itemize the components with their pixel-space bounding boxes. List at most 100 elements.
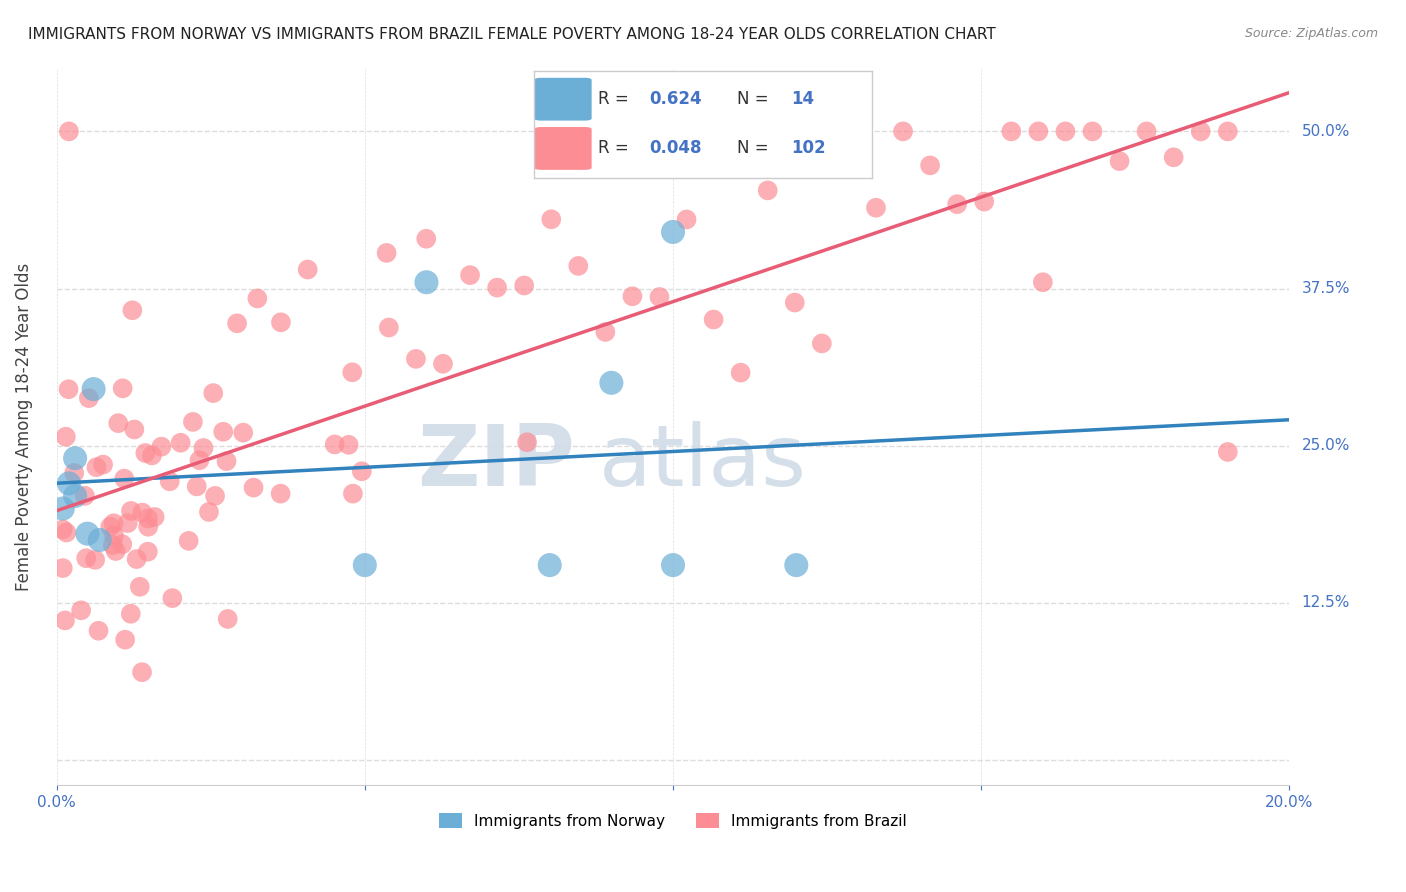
Point — [353, 558, 375, 573]
Point — [458, 268, 481, 282]
Text: 102: 102 — [790, 139, 825, 157]
Point — [202, 386, 225, 401]
Point — [58, 476, 80, 491]
Point — [337, 438, 360, 452]
Point — [432, 357, 454, 371]
Point — [120, 607, 142, 621]
Text: IMMIGRANTS FROM NORWAY VS IMMIGRANTS FROM BRAZIL FEMALE POVERTY AMONG 18-24 YEAR: IMMIGRANTS FROM NORWAY VS IMMIGRANTS FRO… — [28, 27, 995, 42]
Point — [730, 366, 752, 380]
FancyBboxPatch shape — [534, 78, 592, 120]
Point — [212, 425, 235, 439]
Point — [136, 511, 159, 525]
Point — [125, 552, 148, 566]
Point — [1054, 124, 1077, 138]
Text: Source: ZipAtlas.com: Source: ZipAtlas.com — [1244, 27, 1378, 40]
Point — [838, 124, 860, 138]
Point — [58, 382, 80, 396]
Point — [181, 415, 204, 429]
Point — [193, 441, 215, 455]
Point — [55, 430, 77, 444]
Point — [120, 504, 142, 518]
Point — [342, 365, 364, 379]
Point — [77, 391, 100, 405]
Point — [114, 632, 136, 647]
Point — [405, 351, 427, 366]
Point — [270, 486, 292, 500]
FancyBboxPatch shape — [534, 127, 592, 169]
Point — [1108, 154, 1130, 169]
Text: N =: N = — [737, 139, 773, 157]
Point — [540, 212, 562, 227]
Point — [1032, 275, 1054, 289]
Point — [141, 449, 163, 463]
Point — [538, 558, 561, 573]
Point — [648, 290, 671, 304]
Point — [675, 212, 697, 227]
Point — [486, 280, 509, 294]
Point — [112, 472, 135, 486]
Point — [662, 558, 685, 573]
Point — [188, 453, 211, 467]
Text: atlas: atlas — [599, 421, 807, 504]
Text: 25.0%: 25.0% — [1302, 438, 1350, 453]
Point — [513, 278, 536, 293]
Point — [415, 232, 437, 246]
Point — [785, 558, 807, 573]
Point — [204, 489, 226, 503]
Text: R =: R = — [599, 90, 634, 108]
Y-axis label: Female Poverty Among 18-24 Year Olds: Female Poverty Among 18-24 Year Olds — [15, 262, 32, 591]
Point — [55, 525, 77, 540]
Point — [217, 612, 239, 626]
Text: ZIP: ZIP — [416, 421, 575, 504]
Point — [350, 464, 373, 478]
Text: 14: 14 — [790, 90, 814, 108]
Point — [101, 538, 124, 552]
Point — [104, 544, 127, 558]
Point — [215, 454, 238, 468]
Point — [662, 225, 685, 239]
Text: 12.5%: 12.5% — [1302, 595, 1350, 610]
Point — [1000, 124, 1022, 138]
Point — [1216, 124, 1239, 138]
Point — [103, 528, 125, 542]
Point — [1028, 124, 1050, 138]
Point — [131, 506, 153, 520]
Point — [52, 501, 75, 516]
Point — [756, 183, 779, 197]
Point — [270, 315, 292, 329]
Point — [121, 303, 143, 318]
Point — [111, 381, 134, 395]
Point — [117, 516, 139, 530]
Point — [103, 516, 125, 531]
Point — [124, 422, 146, 436]
Point — [1081, 124, 1104, 138]
Point — [198, 505, 221, 519]
Point — [297, 262, 319, 277]
Point — [246, 292, 269, 306]
Point — [53, 614, 76, 628]
Point — [84, 553, 107, 567]
Point — [87, 624, 110, 638]
Point — [73, 489, 96, 503]
Point — [150, 440, 173, 454]
Point — [600, 376, 623, 390]
Point — [1163, 150, 1185, 164]
Point — [1189, 124, 1212, 138]
Text: R =: R = — [599, 139, 634, 157]
Text: 37.5%: 37.5% — [1302, 281, 1350, 296]
Point — [169, 435, 191, 450]
Point — [703, 312, 725, 326]
Point — [58, 124, 80, 138]
Point — [162, 591, 184, 606]
Point — [242, 481, 264, 495]
Point — [323, 437, 346, 451]
Point — [595, 325, 617, 339]
Point — [131, 665, 153, 680]
Legend: Immigrants from Norway, Immigrants from Brazil: Immigrants from Norway, Immigrants from … — [433, 806, 912, 835]
Point — [516, 435, 538, 450]
Point — [186, 479, 208, 493]
Point — [865, 201, 887, 215]
Point — [232, 425, 254, 440]
Point — [52, 561, 75, 575]
Point — [811, 336, 834, 351]
